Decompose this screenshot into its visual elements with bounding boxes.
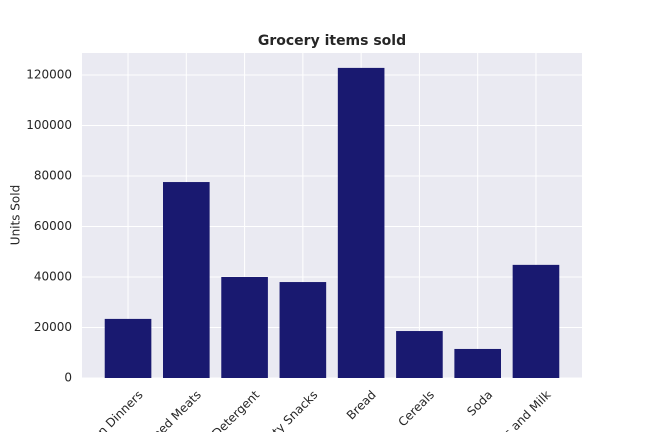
x-tick-label: Detergent (209, 387, 262, 432)
bar (279, 282, 327, 378)
bar (396, 331, 443, 378)
x-tick-label: Cereals (395, 388, 437, 430)
y-tick-label: 80000 (34, 168, 72, 182)
y-tick-label: 40000 (34, 269, 72, 283)
x-tick-label: ned Meats (150, 388, 204, 432)
y-tick-label: 100000 (26, 118, 72, 132)
x-tick-label: Bread (344, 388, 379, 423)
x-tick-label: n Dinners (95, 388, 146, 432)
chart-title: Grocery items sold (258, 33, 406, 49)
bar (454, 348, 501, 378)
y-tick-label: 0 (64, 371, 72, 385)
bar (512, 264, 560, 378)
y-tick-label: 20000 (34, 320, 72, 334)
bar (163, 182, 210, 378)
y-axis-label: Units Sold (9, 185, 23, 245)
bar (337, 67, 385, 378)
bar (221, 276, 268, 378)
bar (104, 318, 152, 378)
x-tick-label: s and Milk (501, 388, 554, 432)
x-tick-label: ty Snacks (270, 388, 321, 432)
y-tick-label: 120000 (26, 67, 72, 81)
x-tick-label: Soda (464, 388, 495, 419)
plot-area (82, 53, 582, 378)
y-tick-label: 60000 (34, 219, 72, 233)
